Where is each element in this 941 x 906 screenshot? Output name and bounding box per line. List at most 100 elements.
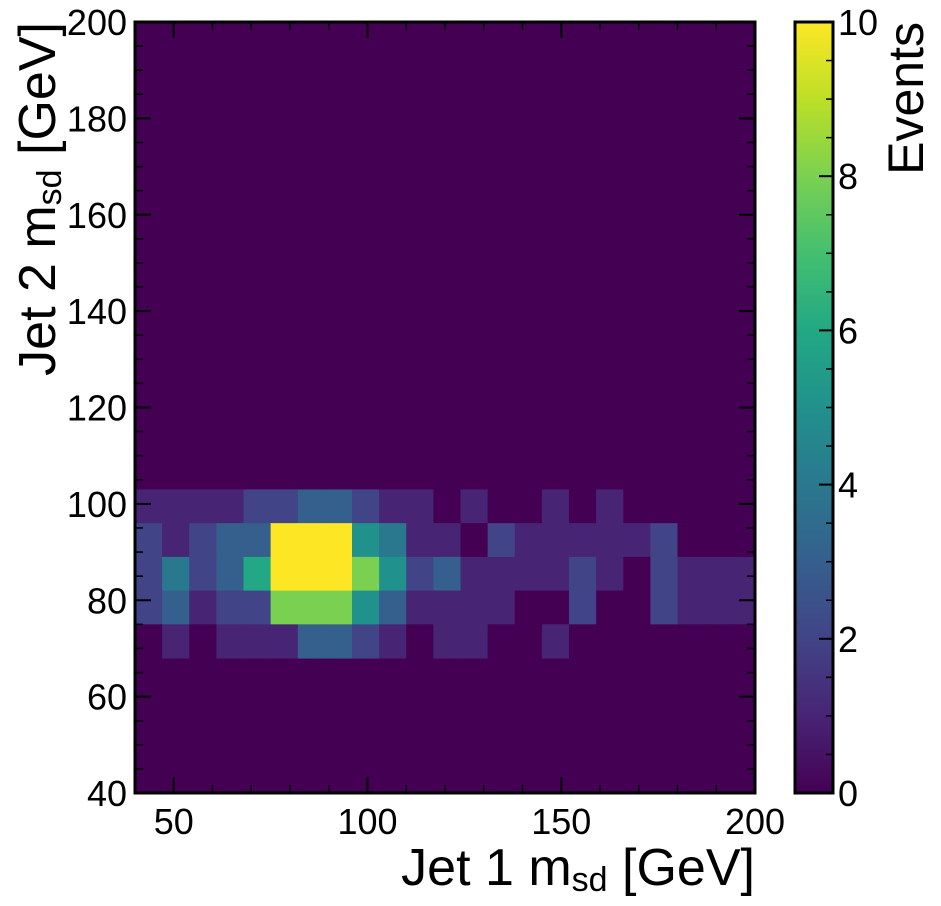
heatmap-cell [216,523,244,558]
heatmap-cell [162,590,190,625]
y-tick-label: 200 [67,2,127,43]
heatmap-cell [569,523,597,558]
heatmap-cell [135,556,163,592]
colorbar-tick-label: 0 [838,773,858,814]
colorbar-tick-label: 4 [838,465,858,506]
heatmap-cell [487,556,516,592]
heatmap-cell [352,624,380,659]
heatmap-cell [406,523,434,558]
heatmap-cell [243,523,272,558]
heatmap-cell [433,624,461,659]
heatmap-cell [731,556,756,592]
heatmap-cell [623,556,651,592]
y-axis-label: Jet 2 msd [GeV] [9,22,69,376]
heatmap-cell [135,489,163,524]
heatmap-cell [433,556,461,592]
heatmap-cell [406,624,434,659]
heatmap-cell [352,590,380,625]
heatmap-cell [379,590,407,625]
colorbar-tick-label: 2 [838,619,858,660]
heatmap-cell [487,523,516,558]
heatmap-cell [379,556,407,592]
heatmap-cell [541,556,570,592]
heatmap-cell [650,556,678,592]
x-axis-label-unit: [GeV] [608,839,755,897]
heatmap-cell [243,624,272,659]
heatmap-cell [324,523,353,558]
heatmap-cell [460,523,489,558]
colorbar-tick-label: 8 [838,156,858,197]
y-tick-label: 160 [67,195,127,236]
heatmap-cell [487,624,516,659]
heatmap-cell [596,489,624,524]
heatmap-cell [569,624,597,659]
heatmap-cell [406,489,434,524]
heatmap-cell [352,556,380,592]
heatmap-cell [406,590,434,625]
heatmap-cell [596,523,624,558]
heatmap-cell [189,556,217,592]
x-tick-label: 150 [531,801,591,842]
heatmap-cell [135,624,163,659]
heatmap-cell [541,624,570,659]
heatmap-cell [433,523,461,558]
heatmap-cell [270,523,299,558]
y-tick-label: 40 [87,773,127,814]
heatmap-cell [487,489,516,524]
x-tick-label: 200 [725,801,785,842]
heatmap-cell [297,590,326,625]
heatmap-cell [352,489,380,524]
heatmap-cell [324,489,353,524]
heatmap-cell [243,590,272,625]
heatmap-cell [433,489,461,524]
heatmap-cell [352,523,380,558]
y-tick-label: 180 [67,98,127,139]
x-axis-label-main: Jet 1 m [401,839,572,897]
y-tick-label: 120 [67,388,127,429]
heatmap-cell [216,624,244,659]
heatmap-cell [379,624,407,659]
heatmap-cell [243,556,272,592]
heatmap-cell [324,556,353,592]
heatmap-cell [704,523,733,558]
colorbar-label: Events [878,22,934,175]
heatmap-cell [704,624,733,659]
heatmap-cell [569,556,597,592]
heatmap-cell [270,624,299,659]
colorbar-tick-label: 10 [838,2,878,43]
plot-frame [133,20,757,795]
y-tick-label: 80 [87,580,127,621]
y-tick-label: 60 [87,677,127,718]
heatmap-cell [541,523,570,558]
heatmap-cell [162,556,190,592]
heatmap-cell [704,556,733,592]
heatmap-cell [650,590,678,625]
heatmap-cell [623,590,651,625]
heatmap-cell [623,523,651,558]
heatmap-cell [677,590,706,625]
heatmap-cell [270,556,299,592]
heatmap-cell [189,624,217,659]
heatmap-cell [596,624,624,659]
heatmap-cell [514,624,543,659]
heatmap-cell [569,590,597,625]
heatmap-cell [216,489,244,524]
heatmap-cell [569,489,597,524]
heatmap-cell [460,556,489,592]
colorbar-tick-label: 6 [838,310,858,351]
heatmap-cell [189,489,217,524]
heatmap-cell [216,590,244,625]
x-tick-label: 100 [337,801,397,842]
heatmap-cell [433,590,461,625]
heatmap-cell [270,489,299,524]
heatmap-cell [270,590,299,625]
heatmap-cell [623,624,651,659]
heatmap-cell [541,590,570,625]
heatmap-cell [162,523,190,558]
heatmap-cell [596,556,624,592]
heatmap-cell [650,489,678,524]
heatmap-cell [596,590,624,625]
y-tick-label: 100 [67,484,127,525]
heatmap-cell [406,556,434,592]
